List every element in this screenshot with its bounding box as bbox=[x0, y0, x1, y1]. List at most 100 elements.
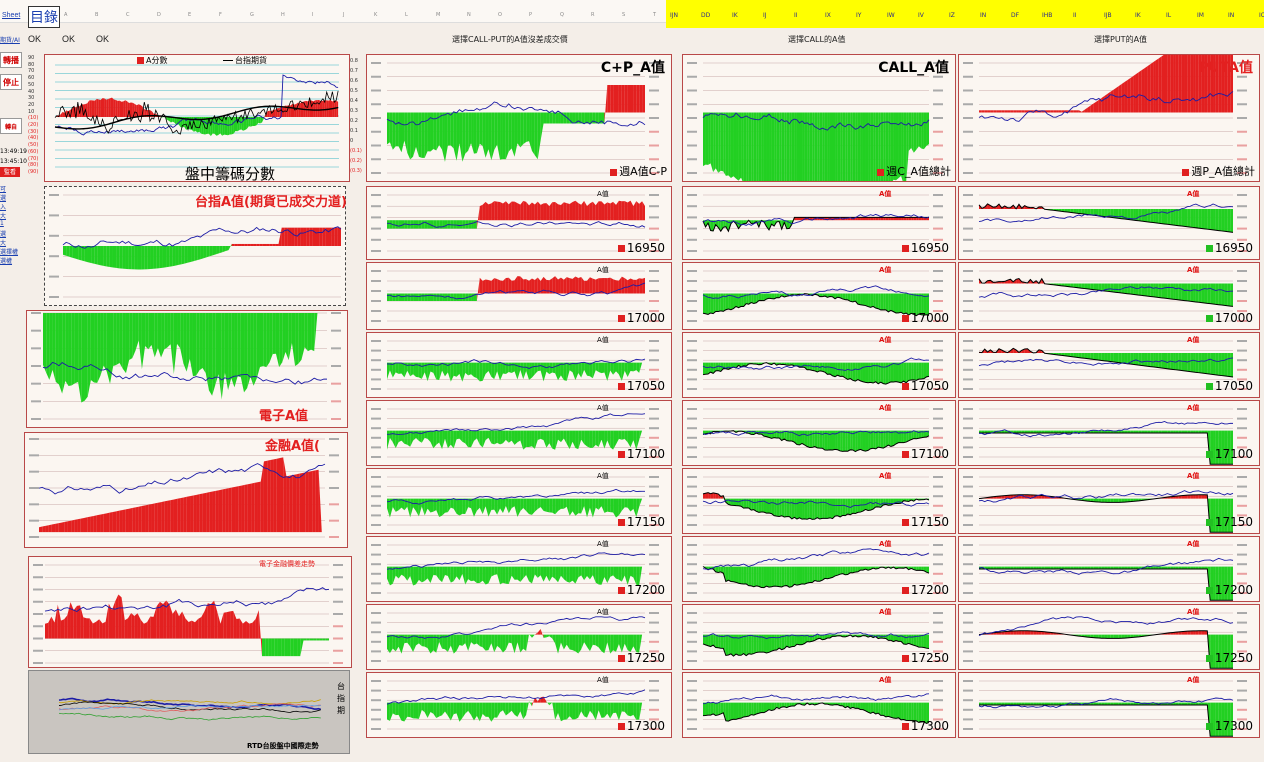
strike-a-panel: A值 17000 bbox=[366, 262, 672, 330]
area-segment bbox=[630, 702, 634, 717]
tick-mark bbox=[933, 582, 943, 585]
area-segment bbox=[842, 430, 846, 452]
area-segment bbox=[1207, 209, 1211, 230]
area-segment bbox=[1181, 430, 1185, 433]
area-segment bbox=[624, 362, 628, 378]
sidebar-button-stop[interactable]: 停止 bbox=[0, 74, 22, 90]
tick-mark bbox=[333, 649, 343, 652]
directory-button[interactable]: 目錄 bbox=[28, 6, 60, 28]
area-segment bbox=[1078, 283, 1082, 289]
area-segment bbox=[549, 634, 553, 639]
tick-mark bbox=[687, 640, 697, 643]
area-segment bbox=[868, 498, 871, 511]
area-segment bbox=[1078, 110, 1082, 113]
sidebar-link[interactable]: 大 bbox=[0, 240, 7, 247]
area-segment bbox=[1141, 68, 1145, 113]
area-segment bbox=[1107, 209, 1111, 218]
area-segment bbox=[847, 566, 851, 575]
area-segment bbox=[315, 469, 319, 533]
sidebar-link[interactable]: 選權 bbox=[0, 258, 13, 265]
area-segment bbox=[421, 498, 425, 516]
area-segment bbox=[1073, 566, 1077, 569]
tick-mark bbox=[333, 637, 343, 640]
sidebar-button-self[interactable]: 轉自 bbox=[0, 118, 22, 134]
area-segment bbox=[1201, 630, 1205, 635]
area-segment bbox=[1050, 110, 1054, 113]
area-segment bbox=[926, 112, 929, 146]
area-segment bbox=[401, 566, 405, 577]
area-segment bbox=[817, 498, 820, 519]
area-segment bbox=[413, 293, 416, 301]
area-segment bbox=[1013, 348, 1017, 353]
area-segment bbox=[741, 293, 744, 307]
tick-mark bbox=[1237, 446, 1247, 449]
area-segment bbox=[1024, 702, 1028, 705]
tick-mark bbox=[687, 504, 697, 507]
sidebar-link[interactable]: 可 bbox=[0, 186, 7, 193]
area-segment bbox=[1050, 430, 1054, 433]
sidebar-button-broadcast[interactable]: 轉播 bbox=[0, 52, 22, 68]
sidebar-red-button[interactable]: 監看 bbox=[0, 167, 20, 177]
area-segment bbox=[1118, 353, 1122, 363]
tick-mark bbox=[371, 290, 381, 292]
sheet-tab[interactable]: Sheet bbox=[2, 12, 21, 19]
price-line bbox=[702, 631, 930, 640]
area-segment bbox=[552, 202, 556, 221]
ok-label[interactable]: OK bbox=[28, 34, 42, 44]
tick-mark bbox=[371, 476, 381, 478]
area-segment bbox=[723, 702, 726, 721]
area-segment bbox=[575, 702, 579, 720]
ok-label[interactable]: OK bbox=[62, 34, 76, 44]
area-segment bbox=[807, 498, 810, 520]
area-segment bbox=[1184, 702, 1188, 705]
area-segment bbox=[1181, 283, 1185, 301]
tick-mark bbox=[933, 172, 943, 174]
sidebar-link[interactable]: 選 bbox=[0, 195, 7, 202]
area-segment bbox=[1184, 495, 1188, 499]
area-segment bbox=[214, 600, 218, 639]
tick-mark bbox=[1237, 300, 1247, 302]
legend-item: 台 bbox=[337, 682, 345, 691]
area-segment bbox=[817, 112, 820, 181]
area-segment bbox=[1178, 55, 1182, 113]
column-header: IK bbox=[732, 12, 738, 19]
area-segment bbox=[730, 293, 734, 310]
area-segment bbox=[549, 702, 553, 706]
tick-mark bbox=[933, 621, 943, 624]
area-segment bbox=[1181, 209, 1185, 227]
sidebar-link[interactable]: 選 bbox=[0, 231, 7, 238]
area-segment bbox=[150, 616, 154, 639]
area-segment bbox=[508, 277, 512, 294]
area-segment bbox=[786, 430, 790, 441]
area-segment bbox=[636, 634, 640, 653]
area-segment bbox=[1090, 634, 1094, 638]
area-segment bbox=[210, 600, 215, 639]
area-segment bbox=[256, 243, 260, 246]
area-segment bbox=[1127, 498, 1131, 502]
area-segment bbox=[1013, 110, 1017, 113]
area-segment bbox=[569, 201, 573, 221]
area-segment bbox=[517, 276, 521, 294]
area-segment bbox=[321, 100, 323, 117]
area-segment bbox=[242, 621, 247, 639]
area-segment bbox=[526, 279, 530, 294]
area-segment bbox=[796, 430, 800, 445]
area-segment bbox=[450, 430, 454, 449]
area-segment bbox=[769, 634, 772, 653]
sidebar-link-top[interactable]: 期貨/AI bbox=[0, 37, 20, 44]
area-segment bbox=[1101, 95, 1105, 113]
area-segment bbox=[1178, 209, 1182, 227]
sidebar-link[interactable]: 1 bbox=[0, 220, 4, 227]
area-segment bbox=[733, 634, 737, 657]
ok-label[interactable]: OK bbox=[96, 34, 110, 44]
sidebar-link[interactable]: 大 bbox=[0, 213, 7, 220]
tick-mark bbox=[649, 310, 659, 312]
area-segment bbox=[845, 430, 848, 452]
sidebar-link[interactable]: 選擇權 bbox=[0, 249, 19, 256]
area-segment bbox=[613, 279, 617, 294]
tick-mark bbox=[1237, 205, 1247, 208]
tick-mark bbox=[331, 347, 341, 350]
area-segment bbox=[718, 220, 721, 232]
area-segment bbox=[1090, 283, 1094, 290]
sidebar-link[interactable]: 入 bbox=[0, 204, 7, 211]
